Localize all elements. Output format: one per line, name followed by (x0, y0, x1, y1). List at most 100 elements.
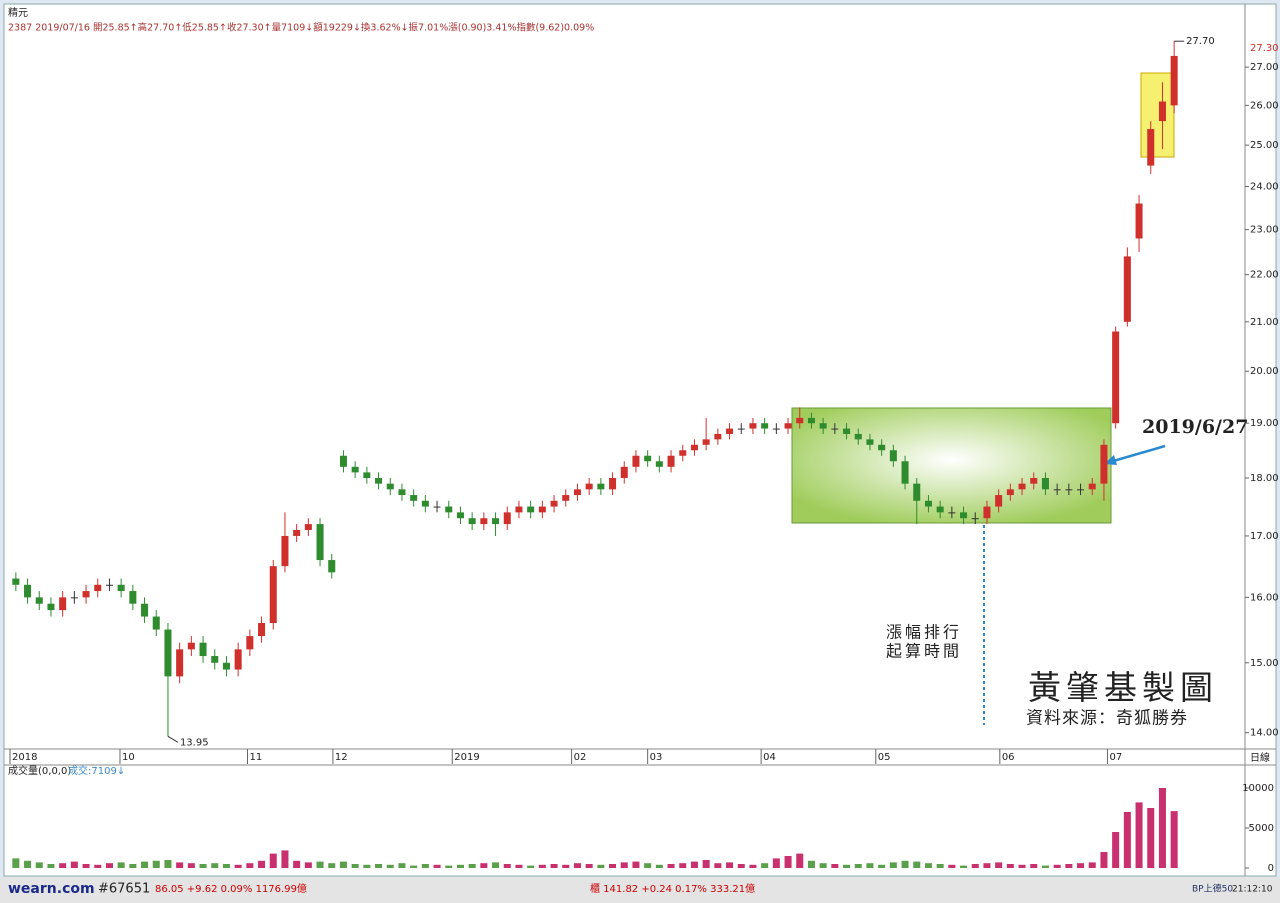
candle-body (12, 578, 20, 585)
candle-body (1147, 129, 1155, 166)
candle-body (726, 428, 734, 434)
volume-bar (187, 863, 195, 868)
candle-body (550, 500, 558, 507)
candle-body (690, 444, 698, 451)
volume-bar (901, 860, 909, 868)
candle-body (866, 439, 874, 445)
index-quote: 86.05 +9.62 0.09% 1176.99億 (155, 882, 307, 895)
volume-bar (971, 864, 979, 868)
volume-bar (948, 864, 956, 868)
y-tick-label: 15.00 (1250, 658, 1279, 669)
volume-bar (480, 863, 488, 868)
volume-bar (281, 850, 289, 868)
candle-body (983, 506, 991, 519)
volume-bar (737, 864, 745, 868)
volume-bar (492, 862, 500, 868)
volume-bar (152, 860, 160, 868)
candle-body (187, 642, 195, 650)
candle-body (960, 512, 968, 519)
volume-bar (550, 864, 558, 868)
candle-body (222, 662, 230, 670)
volume-bar (1112, 832, 1120, 868)
candle-body (503, 512, 511, 525)
x-tick-label: 12 (335, 752, 348, 763)
volume-bar (573, 863, 581, 868)
candle-body (141, 603, 149, 617)
arrow (1109, 444, 1166, 464)
volume-bar (1041, 865, 1049, 868)
volume-bar (644, 863, 652, 868)
volume-bar (538, 864, 546, 868)
volume-bar (94, 864, 102, 868)
volume-bar (866, 863, 874, 868)
candle-body (234, 649, 242, 670)
candle-body (269, 566, 277, 624)
y-tick-label: 25.00 (1250, 140, 1279, 151)
x-tick-label: 02 (574, 752, 587, 763)
status-bar (0, 877, 1280, 903)
site: wearn.com (8, 881, 95, 897)
y-tick-label: 5000 (1249, 823, 1274, 834)
volume-bar (199, 864, 207, 868)
clock: 21:12:10 (1232, 885, 1273, 895)
candle-body (784, 423, 792, 429)
high-label: 27.70 (1186, 36, 1215, 47)
candle-body (644, 455, 652, 462)
volume-bar (12, 858, 20, 868)
volume-bar (386, 864, 394, 868)
low-marker (167, 735, 179, 743)
volume-bar (456, 864, 464, 868)
candle-body (1158, 101, 1166, 122)
stock-info: 2387 2019/07/16 開25.85↑高27.70↑低25.85↑收27… (8, 22, 594, 34)
candle-body (258, 623, 266, 637)
volume-bar (1100, 852, 1108, 868)
panel-subtitle: 成交:7109↓ (68, 764, 125, 777)
candle-body (714, 433, 722, 440)
volume-bar (503, 864, 511, 868)
source: 資料來源：奇狐勝券 (1026, 709, 1188, 729)
volume-bar (924, 863, 932, 868)
candle-body (1018, 483, 1026, 490)
y-tick-label: 23.00 (1250, 225, 1279, 236)
volume-bar (82, 864, 90, 868)
candle-body (363, 472, 371, 479)
volume-bar (211, 863, 219, 868)
candle-body (819, 423, 827, 429)
panel-title: 成交量(0,0,0) (8, 764, 71, 777)
volume-bar (843, 864, 851, 868)
volume-bar (47, 864, 55, 868)
volume-bar (854, 864, 862, 868)
volume-bar (1170, 811, 1178, 868)
volume-bar (258, 860, 266, 868)
candle-body (515, 506, 523, 513)
y-tick-label: 26.00 (1250, 100, 1279, 111)
volume-bar (515, 864, 523, 868)
x-tick-label: 05 (878, 752, 891, 763)
date-annotation: 2019/6/27 (1142, 416, 1248, 438)
candle-body (456, 512, 464, 519)
candle-body (1088, 483, 1096, 490)
candle-body (878, 444, 886, 451)
candle-body (843, 428, 851, 434)
y-tick-label: 27.00 (1250, 62, 1279, 73)
volume-bar (585, 864, 593, 868)
volume-bar (351, 864, 359, 868)
candle-body (1006, 489, 1014, 496)
volume-bar (995, 862, 1003, 868)
candle-body (597, 483, 605, 490)
candle-body (913, 483, 921, 501)
volume-bar (293, 860, 301, 868)
candle-body (421, 500, 429, 507)
volume-bar (176, 862, 184, 868)
candle-body (1030, 478, 1038, 484)
candle-body (304, 524, 312, 530)
candle-body (679, 450, 687, 456)
candle-body (468, 518, 476, 525)
y-tick-label: 10000 (1242, 783, 1274, 794)
candle-body (1135, 203, 1143, 239)
candle-body (948, 512, 956, 514)
volume-bar (655, 864, 663, 868)
candle-body (375, 478, 383, 484)
volume-bar (889, 862, 897, 868)
